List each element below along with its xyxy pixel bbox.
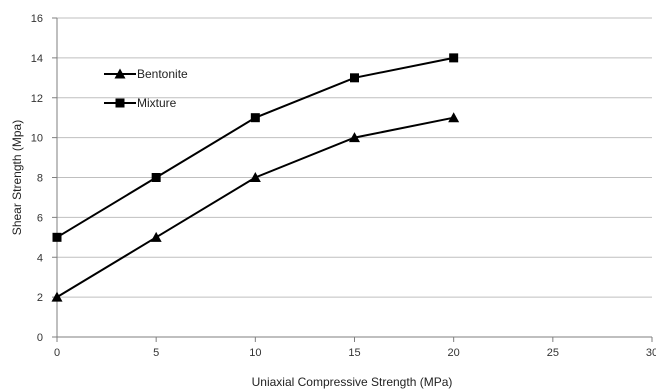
data-point-bentonite-0 [51,291,63,302]
x-tick-label-5: 5 [153,347,159,359]
data-point-bentonite-4 [448,112,460,123]
x-axis-ticks: 0 5 10 15 20 25 30 [54,337,656,359]
legend-label-mixture: Mixture [137,96,177,110]
y-tick-label-10: 10 [31,133,43,145]
y-tick-label-8: 8 [37,173,43,185]
x-tick-label-30: 30 [646,347,656,359]
series-line-mixture [56,56,454,239]
data-point-bentonite-3 [349,132,360,143]
y-tick-label-2: 2 [37,292,43,304]
y-axis-title: Shear Strength (Mpa) [10,120,24,235]
y-tick-label-6: 6 [37,212,43,224]
series-bentonite [51,112,460,302]
data-point-mixture-0 [52,232,62,242]
legend-item-mixture: Mixture [104,96,177,110]
x-tick-label-20: 20 [448,347,460,359]
series-mixture [52,53,459,242]
y-tick-label-14: 14 [31,53,43,65]
y-axis-ticks: 0 2 4 6 8 10 12 14 16 [31,13,57,344]
data-point-bentonite-2 [249,172,261,182]
data-point-mixture-2 [250,113,260,123]
legend-item-bentonite: Bentonite [104,67,188,81]
series-line-bentonite [56,116,454,298]
data-point-mixture-3 [350,73,359,83]
y-tick-label-4: 4 [37,252,43,264]
data-point-bentonite-1 [150,231,162,242]
data-point-mixture-1 [151,173,161,182]
x-tick-label-0: 0 [54,347,60,359]
x-tick-label-25: 25 [547,347,559,359]
x-axis-title: Uniaxial Compressive Strength (MPa) [252,375,453,389]
legend-marker-bentonite [114,68,126,79]
y-tick-label-16: 16 [31,13,43,25]
legend: Bentonite Mixture [104,67,188,110]
series-group [51,53,460,302]
legend-label-bentonite: Bentonite [137,67,188,81]
data-point-mixture-4 [449,53,459,63]
gridlines [57,17,652,298]
y-tick-label-12: 12 [31,93,43,105]
legend-marker-mixture [115,98,125,108]
x-tick-label-10: 10 [249,347,261,359]
y-tick-label-0: 0 [37,332,43,344]
x-tick-label-15: 15 [348,347,360,359]
